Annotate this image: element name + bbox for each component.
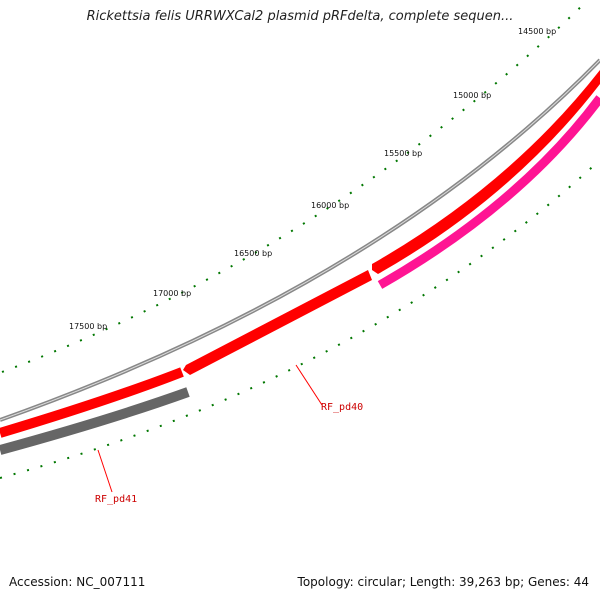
- map-title: Rickettsia felis URRWXCal2 plasmid pRFde…: [86, 9, 514, 24]
- gene-arc-reverse-pink[interactable]: [377, 95, 600, 289]
- ruler-ticks-inner: [0, 159, 600, 479]
- ruler-label: 17500 bp: [69, 322, 107, 331]
- ruler-label: 17000 bp: [153, 289, 191, 298]
- leader-line-rf-pd40: [295, 364, 323, 406]
- gene-label-rf-pd40[interactable]: RF_pd40: [321, 402, 363, 413]
- accession-text: Accession: NC_007111: [9, 575, 146, 589]
- ruler-ticks-outer: [1, 0, 589, 373]
- ruler-label: 15500 bp: [384, 149, 422, 158]
- gene-arrow-red-upper[interactable]: [372, 70, 600, 274]
- gene-arrow-rf-pd40[interactable]: [183, 270, 372, 375]
- stats-text: Topology: circular; Length: 39,263 bp; G…: [297, 575, 589, 589]
- ruler-label: 16500 bp: [234, 249, 272, 258]
- ruler-label: 16000 bp: [311, 201, 349, 210]
- leader-line-rf-pd41: [97, 449, 113, 493]
- gene-arc-rf-pd40[interactable]: [0, 367, 184, 438]
- ruler-label: 15000 bp: [453, 91, 491, 100]
- gene-arc-rf-pd41[interactable]: [0, 387, 190, 455]
- gene-label-rf-pd41[interactable]: RF_pd41: [95, 494, 137, 505]
- ruler-label: 14500 bp: [518, 27, 556, 36]
- backbone-ring: [0, 58, 600, 422]
